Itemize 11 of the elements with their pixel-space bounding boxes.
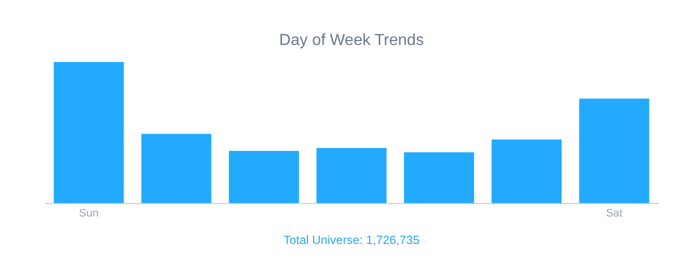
bar <box>404 152 474 203</box>
bar <box>228 150 299 203</box>
bar <box>316 148 387 203</box>
bar <box>492 140 562 203</box>
bar <box>141 134 212 203</box>
text: Total Universe: 1,726,735 <box>283 233 420 247</box>
chart-title: Day of Week Trends <box>279 32 424 49</box>
bar <box>54 62 124 203</box>
x-tick-label: Sun <box>78 208 99 220</box>
bar <box>579 98 650 203</box>
x-tick-label: Sat <box>606 208 622 220</box>
